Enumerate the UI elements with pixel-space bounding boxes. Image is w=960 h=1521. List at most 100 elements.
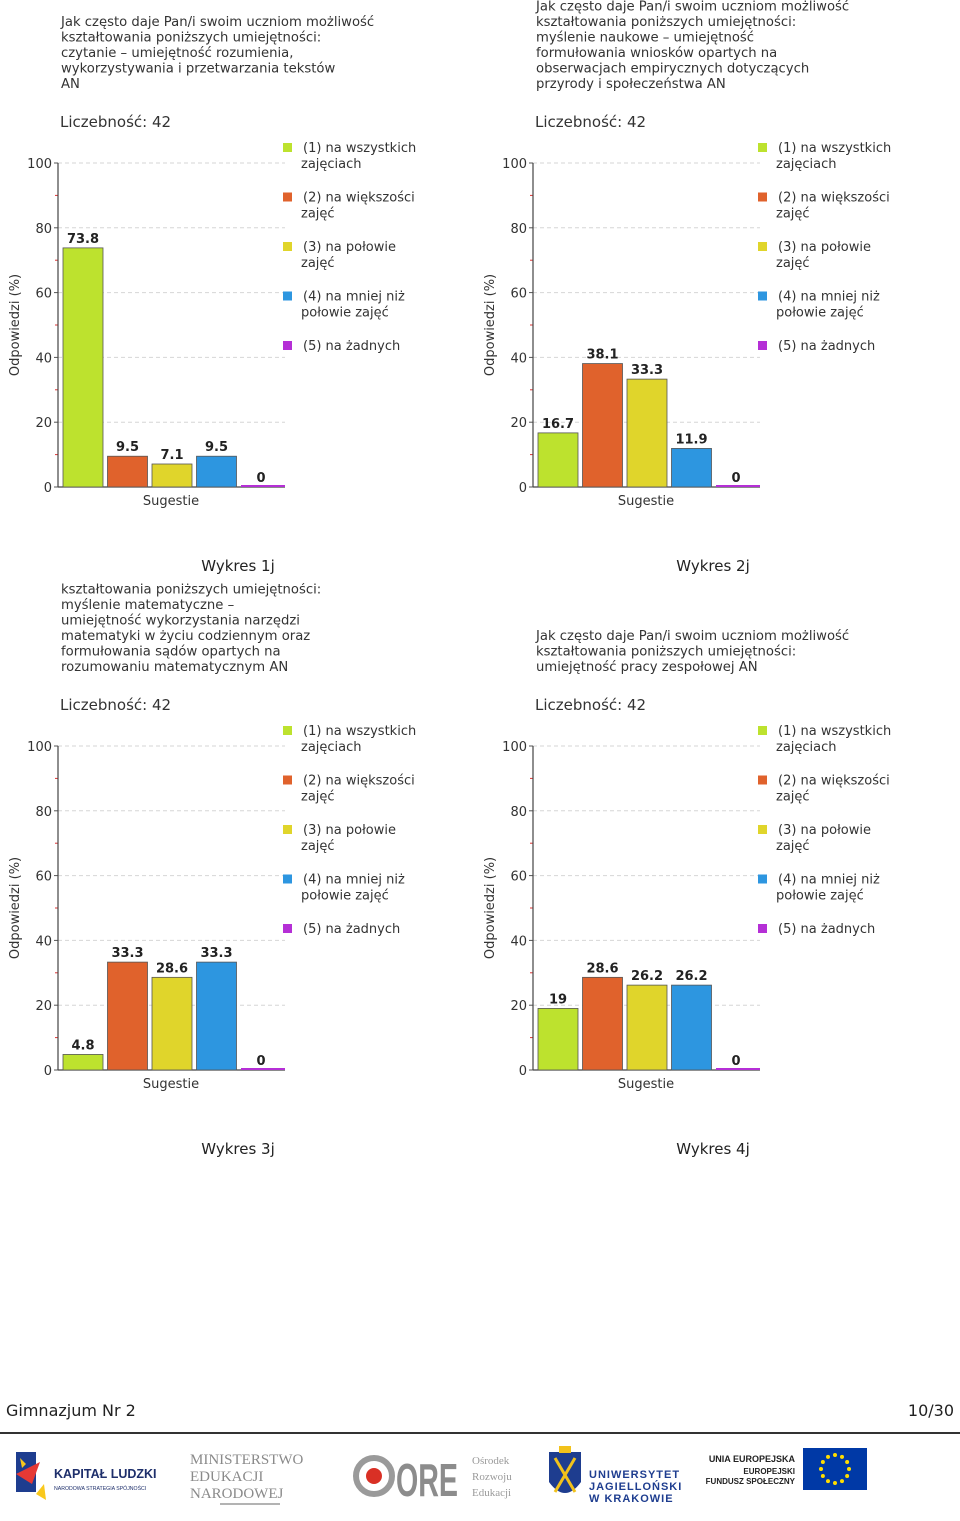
logo-ore-mark: ORE — [396, 1454, 458, 1506]
chart-1-legend-label-1: zajęciach — [301, 157, 362, 172]
chart-caption-1: Wykres 1j — [201, 557, 275, 575]
chart-2-bar-4 — [671, 448, 712, 488]
logo-ue-line2: EUROPEJSKI — [743, 1467, 795, 1476]
chart-caption-4: Wykres 4j — [676, 1140, 750, 1158]
eu-star-icon — [847, 1467, 851, 1471]
chart-4-legend-label-4: połowie zajęć — [776, 889, 864, 904]
chart-1-count-label: Liczebność: 42 — [60, 113, 171, 131]
chart-4-bar-1 — [537, 1008, 579, 1071]
chart-2-y-tick-label: 100 — [502, 157, 527, 172]
chart-3-x-axis-label: Sugestie — [143, 1077, 199, 1092]
chart-4-count-label: Liczebność: 42 — [535, 696, 646, 714]
chart-4-legend-label-5: (5) na żadnych — [778, 922, 875, 937]
chart-2-bar-5 — [716, 485, 760, 487]
chart-2-bar-3 — [626, 378, 668, 488]
chart-2-legend-label-1: zajęciach — [776, 157, 837, 172]
chart-panel-1: Jak często daje Pan/i swoim uczniom możl… — [0, 0, 470, 575]
chart-3-legend-swatch-4 — [283, 874, 292, 884]
chart-3-legend-label-2: (2) na większości — [303, 774, 415, 789]
chart-1-y-tick-label: 100 — [27, 157, 52, 172]
chart-3-bar-label-4: 33.3 — [200, 946, 232, 961]
chart-3-title-line: matematyki w życiu codziennym oraz — [61, 629, 310, 644]
chart-4-y-tick-label: 0 — [519, 1064, 527, 1079]
chart-3-legend-swatch-2 — [283, 775, 292, 785]
logo-uj-line3: W KRAKOWIE — [589, 1493, 674, 1505]
chart-4-legend-label-1: (1) na wszystkich — [778, 724, 891, 739]
eu-star-icon — [840, 1479, 844, 1484]
chart-4-y-tick-label: 20 — [510, 999, 527, 1014]
logo-uj-line1: UNIWERSYTET — [589, 1469, 680, 1481]
chart-3-y-tick-label: 20 — [35, 999, 52, 1014]
chart-2-legend-swatch-5 — [758, 341, 767, 350]
logo-ore-line3: Edukacji — [472, 1487, 511, 1499]
chart-3-y-tick-label: 100 — [27, 740, 52, 755]
chart-4-legend-label-3: (3) na połowie — [778, 823, 871, 838]
chart-4-y-tick-label: 60 — [510, 870, 527, 885]
chart-3-bar-label-5: 0 — [256, 1054, 265, 1069]
chart-3-bar-2 — [107, 961, 148, 1071]
chart-4-bar-2 — [582, 976, 623, 1071]
chart-2-legend-label-3: zajęć — [776, 256, 810, 271]
chart-3-legend-label-4: (4) na mniej niż — [303, 873, 405, 888]
chart-1-bar-label-4: 9.5 — [205, 440, 228, 455]
chart-2-bar-label-1: 16.7 — [542, 417, 574, 432]
chart-4-bar-label-5: 0 — [731, 1054, 740, 1069]
eu-star-icon — [819, 1467, 823, 1471]
chart-2-y-tick-label: 60 — [510, 287, 527, 302]
chart-1-y-axis-label: Odpowiedzi (%) — [8, 274, 23, 376]
chart-2-y-tick-label: 40 — [510, 351, 527, 366]
chart-3-y-tick-label: 60 — [35, 870, 52, 885]
chart-1-bar-label-3: 7.1 — [160, 448, 183, 463]
chart-3-title-line: rozumowaniu matematycznym AN — [61, 660, 288, 675]
logo-kapital-title: KAPITAŁ LUDZKI — [54, 1467, 157, 1481]
eu-star-icon — [826, 1479, 830, 1484]
chart-3-y-tick-label: 40 — [35, 934, 52, 949]
chart-4-title-line: Jak często daje Pan/i swoim uczniom możl… — [535, 628, 849, 644]
chart-1-bar-label-1: 73.8 — [67, 232, 99, 247]
chart-3-legend-label-3: zajęć — [301, 839, 335, 854]
chart-4-bar-4 — [671, 984, 712, 1071]
footer-school-name: Gimnazjum Nr 2 — [6, 1401, 136, 1420]
chart-2-bar-label-3: 33.3 — [631, 363, 663, 378]
chart-1-y-tick-label: 0 — [44, 481, 52, 496]
chart-2-title-line: przyrody i społeczeństwa AN — [536, 76, 726, 92]
chart-2-title-line: formułowania wniosków opartych na — [536, 45, 777, 61]
chart-1-bar-3 — [151, 463, 193, 488]
eu-star-icon — [820, 1460, 825, 1464]
chart-1-title-line: wykorzystywania i przetwarzania tekstów — [61, 61, 335, 77]
chart-2-title-line: Jak często daje Pan/i swoim uczniom możl… — [535, 0, 849, 15]
chart-2-legend-swatch-3 — [758, 242, 767, 251]
chart-2-y-tick-label: 20 — [510, 416, 527, 431]
chart-3-legend-label-4: połowie zajęć — [301, 889, 389, 904]
chart-2-legend-swatch-4 — [758, 291, 767, 301]
chart-3-legend-label-1: (1) na wszystkich — [303, 724, 416, 739]
footer-page-number: 10/30 — [907, 1401, 954, 1420]
chart-2-y-tick-label: 0 — [519, 481, 527, 496]
eu-star-icon — [833, 1481, 837, 1485]
chart-1-legend-label-3: (3) na połowie — [303, 240, 396, 255]
chart-4-bar-5 — [716, 1068, 760, 1070]
chart-4-legend-label-3: zajęć — [776, 839, 810, 854]
chart-panel-3: Jak często daje Pan/i swoim uczniom możl… — [0, 583, 470, 1158]
chart-1-y-tick-label: 20 — [35, 416, 52, 431]
chart-3-bar-5 — [241, 1068, 285, 1070]
chart-1-legend-label-3: zajęć — [301, 256, 335, 271]
logo-kapital-ludzki: KAPITAŁ LUDZKI NARODOWA STRATEGIA SPÓJNO… — [10, 1444, 180, 1510]
logo-men-line3: NARODOWEJ — [190, 1486, 283, 1502]
chart-1-bar-4 — [196, 455, 237, 488]
chart-1-legend-label-4: (4) na mniej niż — [303, 290, 405, 305]
chart-3-legend-swatch-5 — [283, 924, 292, 933]
chart-4-y-tick-label: 80 — [510, 805, 527, 820]
chart-2-bar-label-5: 0 — [731, 471, 740, 486]
eu-star-icon — [826, 1454, 830, 1459]
chart-1-bar-2 — [107, 455, 148, 488]
logo-ue-line1: UNIA EUROPEJSKA — [709, 1454, 796, 1464]
chart-1-bar-1 — [62, 247, 104, 488]
eu-star-icon — [820, 1474, 825, 1478]
chart-3-bar-label-3: 28.6 — [156, 961, 188, 976]
chart-3-y-tick-label: 0 — [44, 1064, 52, 1079]
bar-chart-3: Jak często daje Pan/i swoim uczniom możl… — [8, 583, 416, 1092]
chart-4-y-tick-label: 40 — [510, 934, 527, 949]
logo-men-line2: EDUKACJI — [190, 1469, 263, 1485]
chart-1-title-line: Jak często daje Pan/i swoim uczniom możl… — [60, 14, 374, 30]
